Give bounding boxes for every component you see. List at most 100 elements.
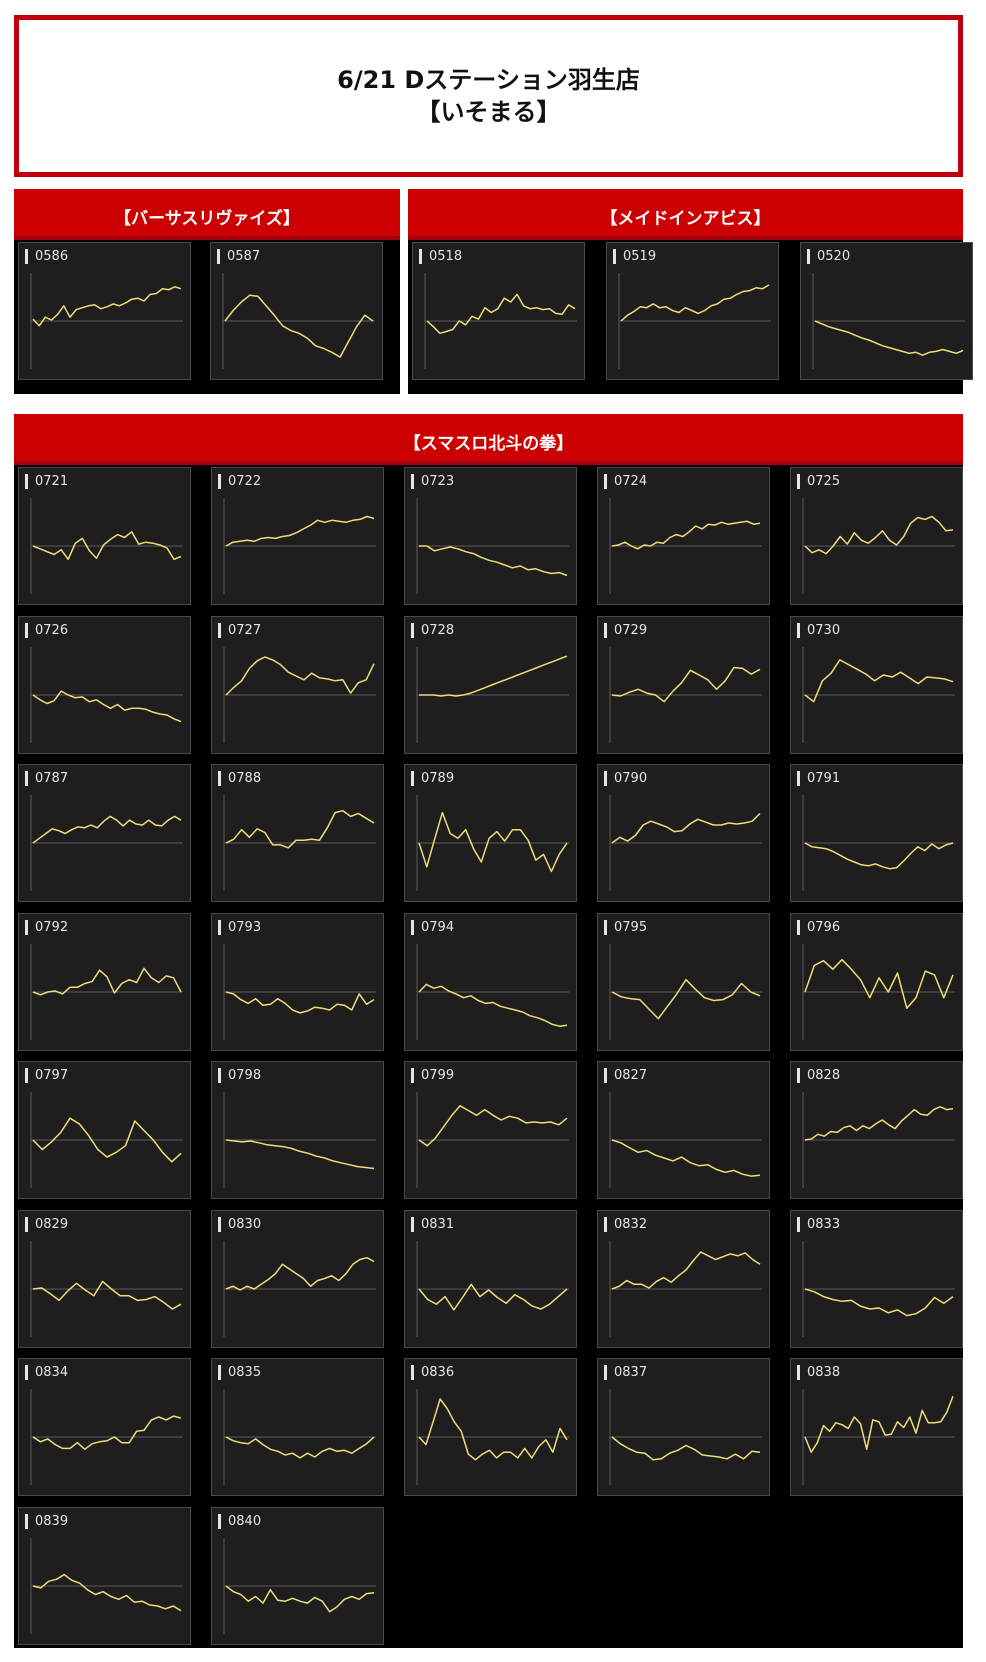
slump-line xyxy=(418,1105,568,1147)
slump-graph xyxy=(416,1092,569,1188)
slump-graph xyxy=(416,498,569,594)
machine-number: 0519 xyxy=(613,249,656,264)
slump-graph xyxy=(812,273,965,369)
slump-chart-0797: 0797 xyxy=(18,1061,191,1199)
slump-line xyxy=(225,515,375,547)
slump-graph xyxy=(416,1389,569,1485)
machine-number: 0586 xyxy=(25,249,68,264)
machine-number: 0838 xyxy=(797,1365,840,1380)
slump-chart-0827: 0827 xyxy=(597,1061,770,1199)
machine-number: 0724 xyxy=(604,474,647,489)
slump-graph xyxy=(802,943,955,1040)
slump-graph xyxy=(223,1240,376,1337)
slump-chart-0721: 0721 xyxy=(18,467,191,605)
machine-number: 0828 xyxy=(797,1068,840,1083)
slump-graph xyxy=(223,795,376,891)
slump-chart-0587: 0587 xyxy=(210,242,383,380)
slump-chart-0792: 0792 xyxy=(18,912,191,1051)
slump-graph xyxy=(802,498,955,594)
slump-line xyxy=(426,293,576,335)
slump-graph xyxy=(30,273,183,369)
machine-number: 0831 xyxy=(411,1216,454,1232)
slump-line xyxy=(418,1398,568,1461)
slump-chart-0790: 0790 xyxy=(597,764,770,902)
machine-number: 0833 xyxy=(797,1216,840,1232)
slump-chart-0794: 0794 xyxy=(404,912,577,1051)
slump-line xyxy=(804,958,954,1009)
slump-line xyxy=(32,1573,182,1611)
slump-line xyxy=(418,811,568,873)
machine-number: 0799 xyxy=(411,1068,454,1083)
slump-line xyxy=(804,1287,954,1316)
machine-number: 0836 xyxy=(411,1365,454,1380)
slump-chart-0838: 0838 xyxy=(790,1358,963,1496)
slump-graph xyxy=(609,795,762,891)
slump-graph xyxy=(30,1389,183,1485)
slump-graph xyxy=(424,273,577,369)
slump-graph xyxy=(609,1092,762,1188)
machine-number: 0794 xyxy=(411,919,454,935)
slump-graph xyxy=(416,646,569,743)
slump-graph xyxy=(30,498,183,594)
slump-line xyxy=(804,842,954,870)
section-title: 【スマスロ北斗の拳】 xyxy=(14,414,963,465)
slump-graph xyxy=(223,1389,376,1485)
slump-line xyxy=(804,1395,954,1453)
slump-line xyxy=(611,520,761,550)
machine-number: 0587 xyxy=(217,249,260,264)
slump-graph xyxy=(802,1240,955,1337)
machine-number: 0827 xyxy=(604,1068,647,1083)
machine-number: 0791 xyxy=(797,771,840,786)
slump-chart-0795: 0795 xyxy=(597,912,770,1051)
machine-number: 0795 xyxy=(604,919,647,935)
slump-chart-0726: 0726 xyxy=(18,615,191,754)
slump-line xyxy=(225,1139,375,1170)
slump-graph xyxy=(416,795,569,891)
section-title: 【バーサスリヴァイズ】 xyxy=(14,189,400,240)
slump-line xyxy=(32,689,182,722)
slump-chart-0796: 0796 xyxy=(790,912,963,1051)
machine-number: 0832 xyxy=(604,1216,647,1232)
slump-chart-0834: 0834 xyxy=(18,1358,191,1496)
slump-graph xyxy=(802,1092,955,1188)
slump-line xyxy=(32,1117,182,1163)
slump-line xyxy=(418,983,568,1027)
machine-number: 0787 xyxy=(25,771,68,786)
slump-line xyxy=(814,320,964,356)
machine-number: 0830 xyxy=(218,1216,261,1232)
machine-number: 0790 xyxy=(604,771,647,786)
slump-graph xyxy=(30,1537,183,1634)
slump-graph xyxy=(223,498,376,594)
slump-graph xyxy=(30,1092,183,1188)
slump-chart-0828: 0828 xyxy=(790,1061,963,1199)
slump-chart-0724: 0724 xyxy=(597,467,770,605)
slump-chart-0793: 0793 xyxy=(211,912,384,1051)
machine-number: 0788 xyxy=(218,771,261,786)
machine-number: 0729 xyxy=(604,622,647,638)
slump-line xyxy=(32,1415,182,1451)
slump-graph xyxy=(609,1240,762,1337)
slump-chart-0723: 0723 xyxy=(404,467,577,605)
machine-number: 0798 xyxy=(218,1068,261,1083)
slump-line xyxy=(611,1139,761,1177)
machine-number: 0789 xyxy=(411,771,454,786)
slump-chart-0832: 0832 xyxy=(597,1209,770,1348)
slump-graph xyxy=(609,943,762,1040)
machine-number: 0520 xyxy=(807,249,850,264)
slump-line xyxy=(225,1584,375,1612)
machine-number: 0829 xyxy=(25,1216,68,1232)
slump-line xyxy=(225,1256,375,1291)
section-versus-revise: 【バーサスリヴァイズ】 0586 0587 xyxy=(14,189,400,394)
slump-line xyxy=(418,1283,568,1311)
slump-chart-0520: 0520 xyxy=(800,242,973,380)
slump-line xyxy=(620,284,770,322)
machine-number: 0518 xyxy=(419,249,462,264)
slump-line xyxy=(611,812,761,844)
slump-graph xyxy=(609,1389,762,1485)
machine-number: 0840 xyxy=(218,1513,261,1529)
slump-line xyxy=(611,1436,761,1461)
slump-line xyxy=(32,1280,182,1310)
slump-chart-0730: 0730 xyxy=(790,615,963,754)
slump-line xyxy=(611,666,761,702)
slump-line xyxy=(419,654,568,697)
